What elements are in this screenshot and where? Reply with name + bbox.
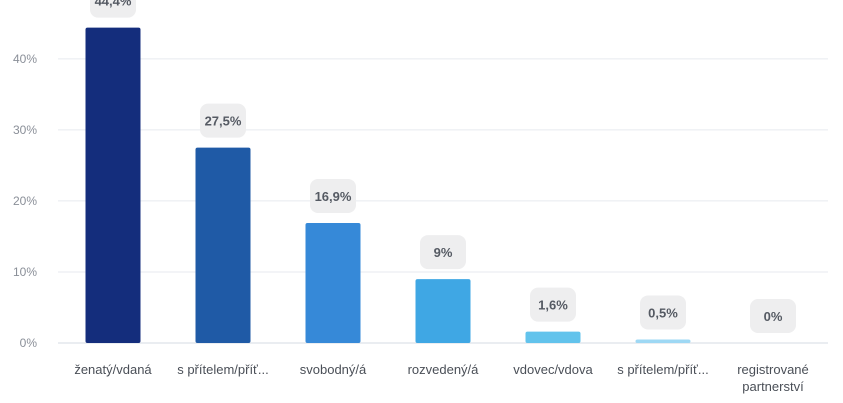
data-label-background	[90, 0, 136, 18]
bars	[85, 27, 691, 343]
gridlines	[58, 58, 828, 344]
bar[interactable]	[635, 339, 691, 343]
data-label-background	[640, 295, 686, 330]
data-label-text: 0,5%	[648, 305, 678, 320]
x-tick-label: svobodný/á	[300, 362, 367, 377]
y-axis-ticks: 0% 10% 20% 30% 40%	[13, 52, 37, 350]
data-label: 0,5%	[640, 295, 686, 330]
data-label-background	[310, 178, 356, 213]
x-tick-label: rozvedený/á	[408, 362, 480, 377]
data-label-text: 1,6%	[538, 298, 568, 313]
y-tick-label: 40%	[13, 52, 37, 66]
data-label-background	[750, 299, 796, 333]
data-label: 27,5%	[200, 103, 246, 138]
data-label-text: 0%	[764, 309, 783, 324]
x-tick-label: s přítelem/příť...	[177, 362, 269, 377]
data-label: 1,6%	[530, 287, 576, 322]
data-label: 44,4%	[90, 0, 136, 18]
data-label-text: 27,5%	[205, 114, 242, 129]
data-label-text: 44,4%	[95, 0, 132, 9]
x-tick-label: registrované	[737, 362, 809, 377]
y-tick-label: 10%	[13, 265, 37, 279]
data-label: 16,9%	[310, 178, 356, 213]
bar[interactable]	[195, 147, 251, 343]
data-labels: 44,4% 27,5% 16,9% 9% 1,6% 0,5% 0%	[90, 0, 796, 333]
x-tick-label: partnerství	[742, 379, 804, 394]
y-tick-label: 20%	[13, 194, 37, 208]
y-tick-label: 30%	[13, 123, 37, 137]
x-axis-ticks: ženatý/vdaná s přítelem/příť... svobodný/á…	[74, 362, 808, 394]
data-label: 9%	[420, 235, 466, 270]
data-label-text: 16,9%	[315, 189, 352, 204]
bar[interactable]	[415, 279, 471, 343]
y-tick-label: 0%	[20, 336, 38, 350]
data-label: 0%	[750, 299, 796, 333]
bar[interactable]	[525, 331, 581, 343]
bar[interactable]	[85, 27, 141, 343]
data-label-text: 9%	[434, 245, 453, 260]
data-label-background	[420, 235, 466, 270]
x-tick-label: s přítelem/příť...	[617, 362, 709, 377]
x-tick-label: ženatý/vdaná	[74, 362, 152, 377]
data-label-background	[530, 287, 576, 322]
x-tick-label: vdovec/vdova	[513, 362, 593, 377]
bar[interactable]	[305, 222, 361, 343]
data-label-background	[200, 103, 246, 138]
